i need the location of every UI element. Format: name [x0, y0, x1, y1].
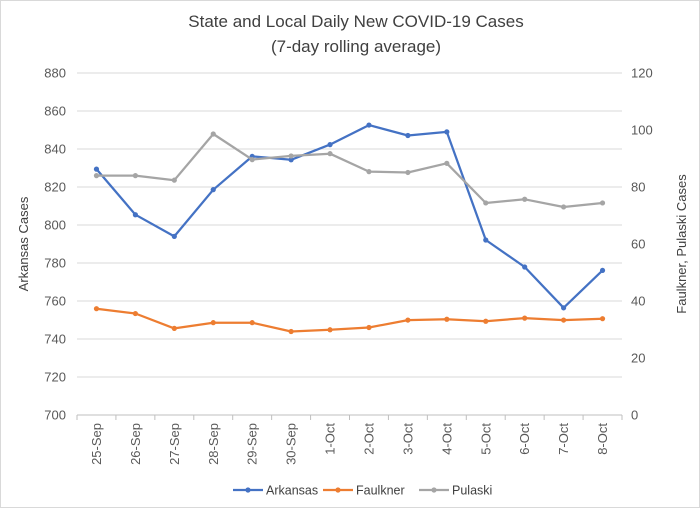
left-tick-label: 800 [44, 218, 66, 233]
legend-label-pulaski: Pulaski [452, 484, 492, 498]
x-tick-label: 7-Oct [556, 423, 571, 455]
right-tick-label: 100 [631, 123, 653, 138]
right-tick-label: 80 [631, 180, 645, 195]
data-point-faulkner [366, 324, 372, 331]
x-tick-label: 3-Oct [400, 423, 415, 455]
data-point-pulaski [93, 173, 100, 179]
data-point-arkansas [483, 237, 489, 243]
data-point-pulaski [327, 151, 333, 157]
x-tick-label: 30-Sep [284, 423, 299, 465]
data-point-faulkner [210, 320, 216, 326]
data-point-arkansas [132, 212, 138, 218]
data-point-faulkner [483, 318, 489, 324]
data-point-faulkner [288, 328, 294, 335]
left-tick-label: 780 [44, 256, 66, 271]
x-axis-ticks: 25-Sep 26-Sep 27-Sep 28-Sep 29-Sep 30-Sep 1-Oc… [89, 423, 610, 465]
data-point-pulaski [366, 169, 372, 175]
data-point-pulaski [561, 204, 567, 210]
data-point-faulkner [599, 316, 606, 322]
x-tick-label: 8-Oct [595, 423, 610, 455]
data-point-arkansas [599, 267, 606, 274]
data-point-faulkner [444, 316, 450, 322]
data-point-faulkner [93, 306, 100, 312]
data-point-pulaski [288, 153, 294, 159]
right-tick-label: 120 [631, 66, 653, 81]
x-tick-label: 27-Sep [167, 423, 182, 465]
data-point-faulkner [405, 317, 411, 323]
right-axis-label: Faulkner, Pulaski Cases [674, 174, 689, 314]
series-line-faulkner [95, 307, 604, 333]
data-point-pulaski [483, 200, 489, 206]
legend: Arkansas Faulkner Pulaski [233, 484, 492, 498]
legend-label-arkansas: Arkansas [266, 484, 318, 498]
left-tick-label: 860 [44, 104, 66, 119]
data-point-arkansas [405, 132, 411, 139]
legend-marker-pulaski [431, 487, 437, 493]
data-point-arkansas [210, 187, 216, 193]
left-axis-label: Arkansas Cases [16, 196, 31, 291]
data-point-arkansas [327, 142, 333, 148]
data-point-pulaski [171, 177, 177, 183]
data-point-faulkner [171, 325, 177, 331]
x-tick-label: 28-Sep [206, 423, 221, 465]
left-tick-label: 720 [44, 370, 66, 385]
data-point-faulkner [249, 320, 255, 326]
data-point-faulkner [132, 310, 138, 317]
legend-label-faulkner: Faulkner [356, 484, 405, 498]
data-point-arkansas [444, 129, 450, 135]
x-tick-label: 6-Oct [517, 423, 532, 455]
x-tick-label: 1-Oct [323, 423, 338, 455]
x-tick-label: 2-Oct [361, 423, 376, 455]
right-tick-label: 20 [631, 351, 645, 366]
x-tick-label: 5-Oct [478, 423, 493, 455]
legend-marker-faulkner [335, 487, 341, 493]
gridlines [76, 72, 623, 420]
series-line-arkansas [95, 123, 604, 309]
data-point-arkansas [522, 264, 528, 270]
data-point-arkansas [93, 166, 100, 172]
data-point-pulaski [249, 157, 255, 163]
right-tick-label: 0 [631, 408, 638, 423]
data-point-pulaski [444, 160, 450, 166]
x-tick-label: 4-Oct [439, 423, 454, 455]
left-tick-label: 880 [44, 66, 66, 81]
left-axis-ticks: 700 720 740 760 780 800 820 840 860 880 [44, 66, 66, 423]
data-point-pulaski [522, 196, 528, 202]
data-point-pulaski [405, 169, 411, 176]
data-point-faulkner [561, 317, 567, 323]
legend-marker-arkansas [245, 487, 251, 493]
series-layer [93, 122, 606, 335]
x-tick-label: 26-Sep [128, 423, 143, 465]
left-tick-label: 700 [44, 408, 66, 423]
x-tick-label: 25-Sep [89, 423, 104, 465]
left-tick-label: 840 [44, 142, 66, 157]
data-point-pulaski [132, 173, 138, 179]
x-tick-label: 29-Sep [245, 423, 260, 465]
data-point-arkansas [366, 122, 372, 128]
left-tick-label: 760 [44, 294, 66, 309]
left-tick-label: 740 [44, 332, 66, 347]
series-line-pulaski [95, 132, 604, 209]
right-tick-label: 60 [631, 237, 645, 252]
chart-subtitle: (7-day rolling average) [271, 37, 441, 56]
data-point-arkansas [171, 233, 177, 239]
left-tick-label: 820 [44, 180, 66, 195]
data-point-faulkner [327, 327, 333, 333]
chart-title: State and Local Daily New COVID-19 Cases [188, 12, 523, 31]
right-tick-label: 40 [631, 294, 645, 309]
data-point-pulaski [599, 200, 606, 206]
data-point-arkansas [288, 157, 294, 163]
data-point-arkansas [561, 305, 567, 311]
right-axis-ticks: 0 20 40 60 80 100 120 [631, 66, 653, 423]
data-point-pulaski [210, 131, 216, 137]
data-point-faulkner [522, 315, 528, 321]
